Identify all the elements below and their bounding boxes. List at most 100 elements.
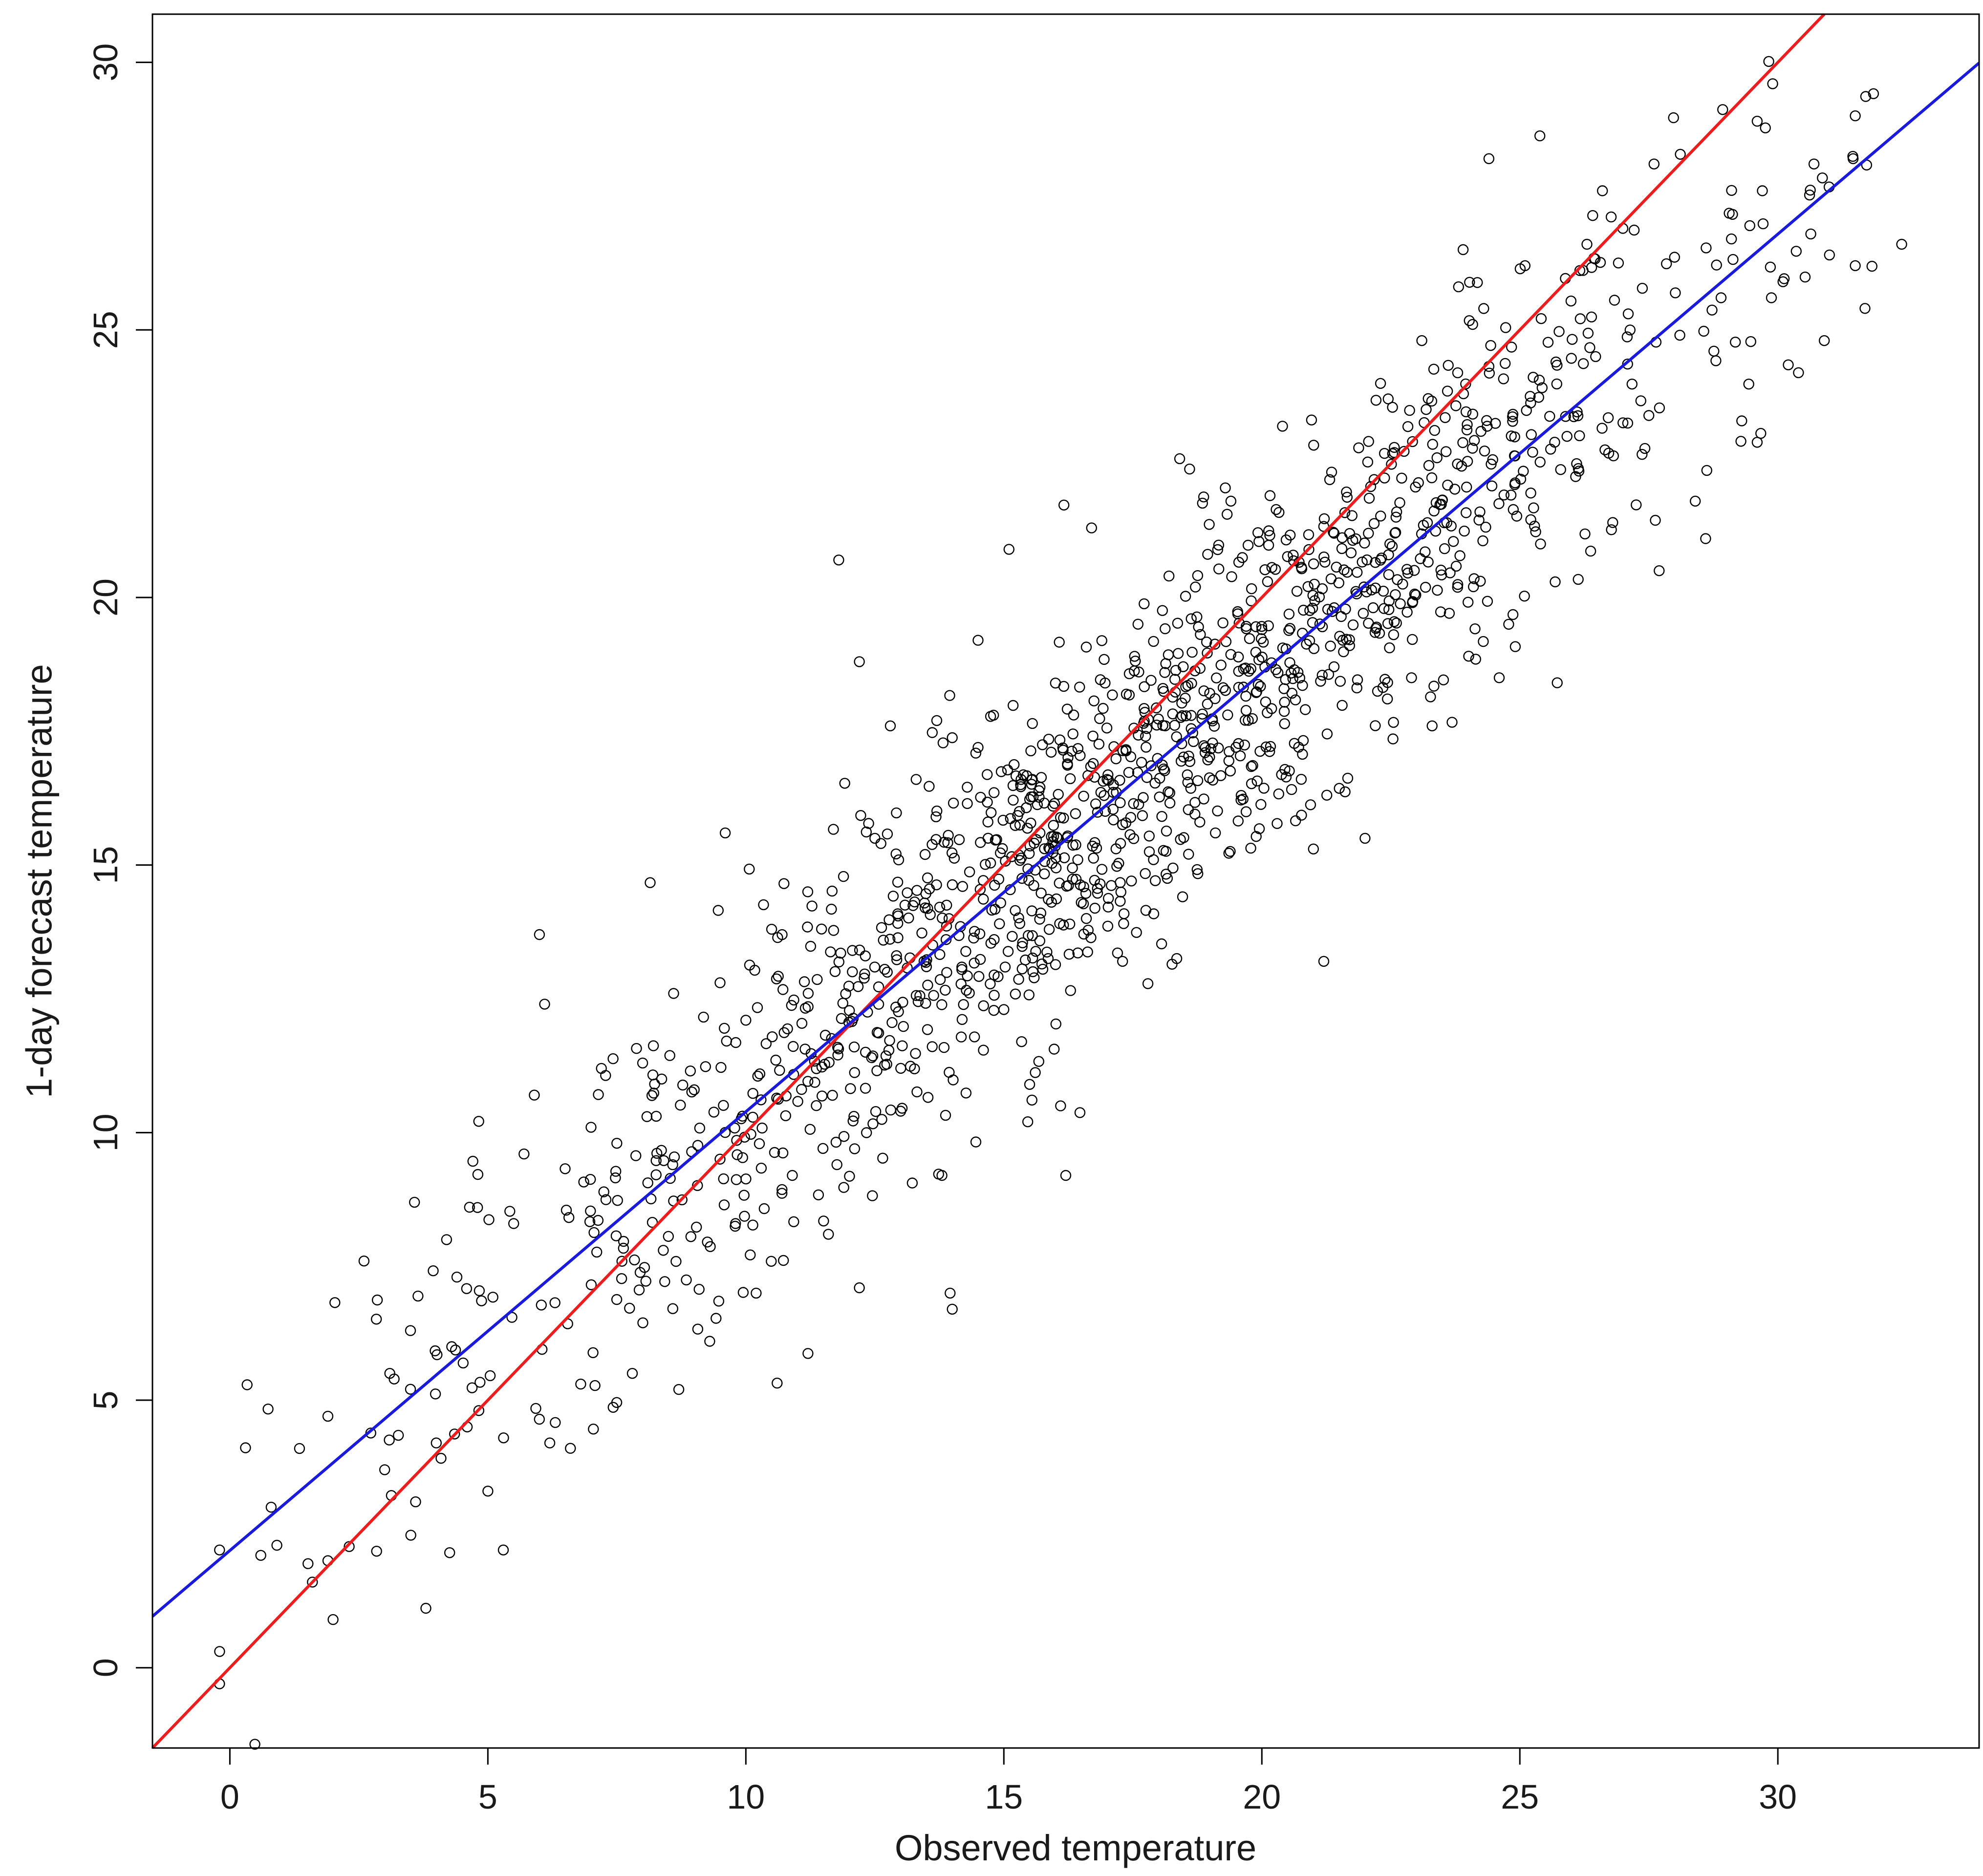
data-point [1237,793,1249,805]
data-point [1422,517,1433,529]
data-point [1184,756,1196,767]
data-point [1698,325,1709,337]
data-point [980,859,991,870]
data-point [1596,423,1608,434]
data-point [405,1530,416,1541]
data-point [1339,786,1351,798]
data-point [1621,331,1633,342]
y-axis: 0 5 10 15 20 25 30 [86,43,153,1677]
data-point [1051,893,1062,905]
data-point [1335,676,1346,687]
data-point [1204,751,1215,763]
data-point [611,1137,623,1149]
data-point [1402,567,1414,579]
data-point [1395,598,1406,610]
data-point [1091,842,1102,854]
data-point [1551,378,1563,390]
data-point [1579,528,1591,540]
data-point [1336,700,1348,711]
data-point [658,1245,669,1256]
data-point [451,1271,463,1283]
data-point [1286,784,1297,795]
data-point [1246,595,1257,607]
data-point [836,1013,847,1024]
data-point [1570,471,1581,482]
data-point [1233,556,1245,568]
data-point [969,958,980,969]
data-point [737,1152,748,1163]
data-point [1242,539,1254,551]
data-point [1586,262,1597,273]
data-point [1585,545,1596,557]
data-point [673,1384,685,1395]
data-point [876,1114,887,1125]
data-point [946,847,958,859]
data-point [860,1046,871,1058]
data-point [1139,681,1150,692]
data-point [1023,989,1035,1001]
y-tick-label: 0 [86,1658,125,1677]
data-point [1174,453,1185,465]
data-point [1350,586,1361,597]
data-point [1221,509,1233,520]
data-point [1192,570,1204,581]
data-point [1253,536,1265,547]
data-point [1096,864,1108,875]
data-point [464,1201,475,1213]
data-point [1423,556,1434,568]
data-point [1560,411,1572,422]
data-point [214,1646,225,1657]
data-point [1048,1044,1060,1055]
data-point [650,1110,662,1122]
data-point [610,1166,622,1177]
data-point [1290,694,1301,705]
data-point [1617,417,1629,428]
data-point [1525,488,1536,499]
data-point [676,1194,688,1206]
data-point [612,1194,623,1206]
data-point [1406,634,1418,645]
data-point [1500,322,1511,333]
data-point [1138,792,1149,803]
data-point [1054,877,1065,889]
data-point [1859,303,1871,314]
data-point [1334,631,1345,642]
data-point [1157,720,1168,731]
data-point [1264,746,1275,757]
data-point [629,1254,640,1266]
data-point [646,1090,658,1101]
data-point [1482,421,1493,432]
data-point [1602,412,1614,424]
data-point [1232,815,1244,827]
data-point [1464,277,1475,288]
data-point [1062,760,1073,771]
data-point [1650,514,1661,526]
data-point [1289,738,1300,749]
data-point [1553,326,1565,337]
data-point [1420,546,1431,557]
data-point [307,1577,318,1588]
data-point [985,978,996,990]
data-point [940,1109,951,1121]
data-point [845,1083,856,1094]
data-point [1461,481,1472,493]
data-point [909,1063,920,1075]
data-point [1107,689,1118,701]
data-point [1295,773,1307,785]
data-point [1028,880,1039,891]
data-point [1042,953,1054,964]
data-point [1240,806,1252,817]
data-point [1582,327,1594,339]
data-point [1095,674,1106,685]
data-point [1387,733,1399,745]
data-point [659,1276,670,1287]
data-point [1390,512,1402,523]
data-point [1064,773,1076,785]
data-point [934,949,946,960]
data-point [1279,718,1291,729]
data-point [958,999,969,1010]
data-point [969,926,980,937]
data-point [1387,402,1398,413]
data-point [1444,608,1455,619]
data-point [891,950,902,961]
